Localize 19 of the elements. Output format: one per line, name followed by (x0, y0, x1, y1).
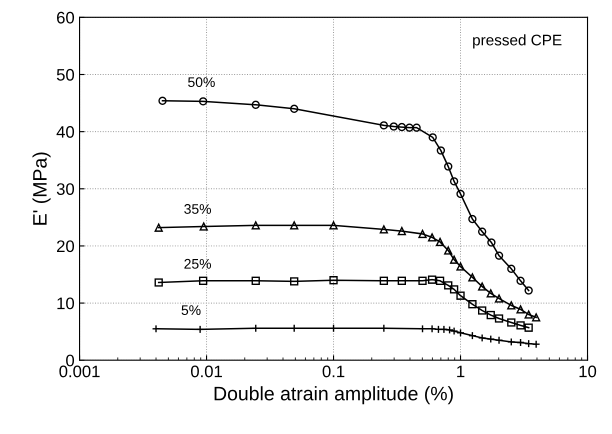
y-tick-label: 20 (57, 240, 74, 252)
y-axis-title: E' (MPa) (32, 152, 51, 225)
series-label: 25% (184, 258, 212, 269)
series-label: 50% (188, 77, 215, 88)
x-axis-title: Double atrain amplitude (%) (214, 386, 453, 404)
y-tick-label: 60 (57, 12, 74, 24)
x-tick-label: 1 (457, 366, 464, 378)
y-tick-label: 30 (56, 183, 74, 195)
y-tick-label: 0 (66, 354, 74, 366)
x-tick-label: 0.1 (322, 366, 344, 378)
annotation: pressed CPE (473, 34, 562, 48)
y-tick-label: 40 (56, 126, 74, 138)
series-label: 35% (184, 204, 212, 214)
series-label: 5% (182, 305, 201, 316)
y-tick-label: 10 (57, 297, 74, 310)
x-tick-label: 0.001 (59, 366, 100, 378)
x-tick-label: 0.01 (190, 366, 222, 378)
x-tick-label: 10 (580, 366, 596, 378)
y-tick-label: 50 (56, 68, 74, 81)
